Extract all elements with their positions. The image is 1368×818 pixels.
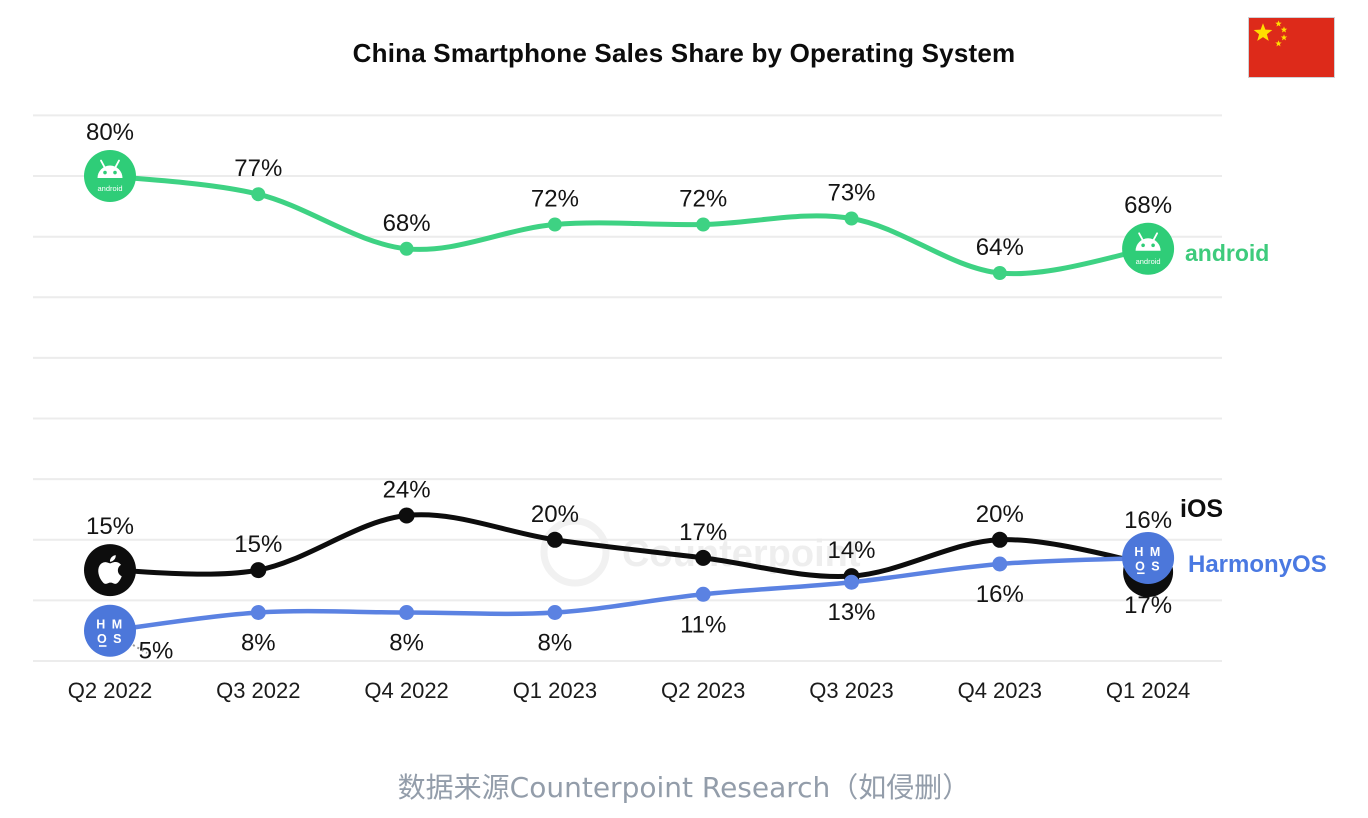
apple-glyph — [98, 555, 122, 584]
flag-small-star — [1275, 20, 1282, 27]
hmos-letters-bottom: O S — [97, 632, 123, 646]
harmonyos-value-label: 5% — [139, 638, 174, 665]
android-value-label: 77% — [234, 155, 282, 182]
flag-small-star — [1280, 26, 1288, 33]
harmonyos-point — [992, 556, 1008, 572]
harmonyos-icon: H MO S — [84, 604, 136, 657]
harmonyos-point — [250, 605, 266, 620]
flag-small-star — [1275, 40, 1282, 47]
robot-head — [97, 165, 123, 179]
watermark-logo — [540, 517, 610, 587]
china-flag-icon — [1248, 17, 1335, 78]
hmos-underline — [1137, 572, 1145, 575]
source-caption: 数据来源Counterpoint Research（如侵删） — [397, 771, 971, 804]
harmonyos-line — [107, 555, 1151, 633]
ios-point — [250, 562, 267, 579]
hmos-underline — [99, 645, 107, 647]
ios-value-label: 20% — [976, 501, 1024, 528]
android-value-label: 72% — [531, 186, 579, 213]
android-icon: android — [84, 150, 136, 203]
china-flag — [1248, 17, 1335, 78]
chart-title: China Smartphone Sales Share by Operatin… — [352, 38, 1016, 68]
android-wordmark: android — [1136, 257, 1161, 266]
robot-antenna — [1152, 232, 1158, 241]
ios-value-label: 24% — [383, 477, 431, 504]
robot-eye — [1151, 243, 1155, 248]
x-axis-label: Q2 2023 — [661, 678, 745, 703]
x-axis-label: Q2 2022 — [68, 678, 152, 703]
harmonyos-value-label: 16% — [976, 581, 1024, 608]
robot-antenna — [1138, 232, 1144, 241]
ios-line — [107, 512, 1151, 580]
apple-icon — [84, 544, 136, 597]
legend-harmonyos: HarmonyOS — [1188, 551, 1327, 578]
ios-point — [991, 531, 1008, 548]
android-value-label: 72% — [679, 186, 727, 213]
android-icon: android — [1122, 222, 1175, 275]
harmonyos-point — [547, 605, 563, 620]
android-value-label: 73% — [827, 180, 875, 207]
harmonyos-point — [399, 605, 415, 620]
ios-value-label: 15% — [234, 531, 282, 558]
robot-eye — [113, 170, 117, 175]
android-point — [547, 217, 562, 232]
robot-eye — [1141, 243, 1145, 248]
flag-big-star — [1253, 23, 1273, 41]
legend-android: android — [1185, 240, 1269, 266]
robot-antenna — [114, 159, 120, 168]
ios-value-label: 16% — [1124, 507, 1172, 534]
robot-head — [1135, 238, 1161, 251]
x-axis-label: Q3 2023 — [809, 678, 893, 703]
ios-point — [546, 531, 563, 548]
robot-antenna — [100, 159, 106, 168]
ios-point — [398, 507, 415, 524]
hmos-letters-top: H M — [96, 618, 123, 632]
ios-value-label: 14% — [827, 537, 875, 564]
hmos-circle — [84, 604, 136, 657]
harmonyos-value-label: 13% — [827, 599, 875, 626]
android-value-label: 68% — [383, 210, 431, 237]
android-value-label: 64% — [976, 234, 1024, 261]
ios-value-label: 20% — [531, 501, 579, 528]
ios-point — [695, 549, 712, 566]
x-axis-label: Q3 2022 — [216, 678, 300, 703]
robot-eye — [103, 170, 107, 175]
harmonyos-value-label: 8% — [389, 630, 424, 657]
flag-small-star — [1280, 34, 1288, 41]
harmonyos-value-label: 8% — [241, 630, 276, 657]
android-point — [251, 187, 266, 202]
hmos-circle — [1122, 531, 1175, 584]
x-axis-label: Q4 2023 — [958, 678, 1042, 703]
android-value-label: 68% — [1124, 192, 1172, 219]
hmos-letters-bottom: O S — [1135, 559, 1161, 573]
android-point — [399, 241, 414, 256]
harmonyos-value-label: 8% — [538, 630, 573, 657]
harmonyos-icon: H MO S — [1122, 531, 1175, 584]
android-value-label: 80% — [86, 119, 134, 146]
x-axis-label: Q1 2024 — [1106, 678, 1190, 703]
android-wordmark: android — [97, 184, 122, 193]
legend-ios: iOS — [1180, 495, 1223, 523]
ios-value-label: 15% — [86, 513, 134, 540]
ios-value-label: 17% — [679, 519, 727, 546]
x-axis-label: Q4 2022 — [364, 678, 448, 703]
android-point — [992, 266, 1007, 280]
x-axis-label: Q1 2023 — [513, 678, 597, 703]
android-point — [844, 211, 859, 226]
android-point — [696, 217, 711, 232]
harmonyos-value-label: 11% — [680, 611, 726, 638]
harmonyos-point — [695, 586, 711, 602]
hmos-letters-top: H M — [1134, 545, 1161, 559]
android-line — [107, 173, 1151, 277]
harmonyos-point — [844, 574, 859, 590]
